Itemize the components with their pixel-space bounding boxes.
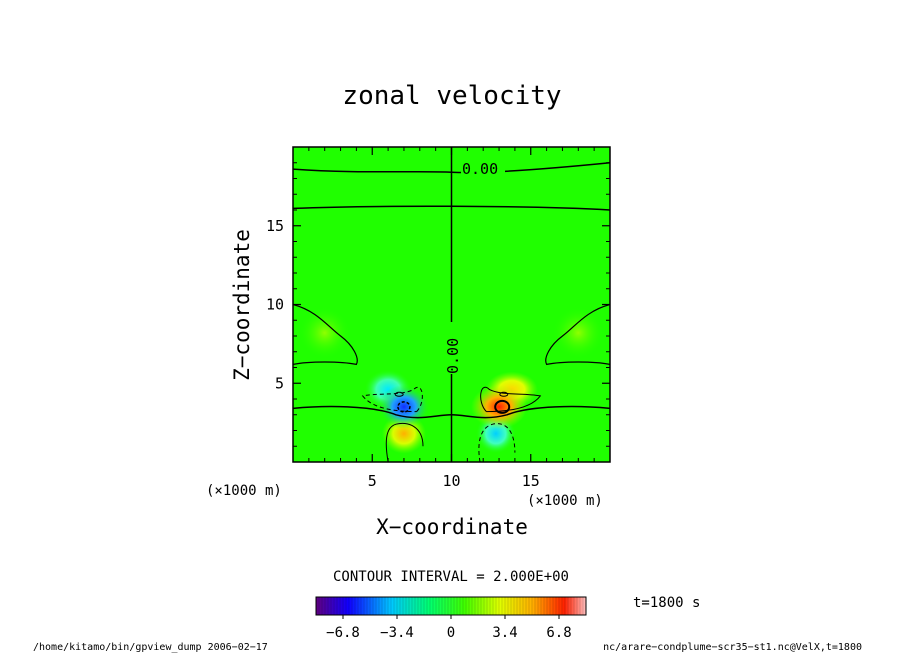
contour-left-lobe <box>293 303 358 366</box>
contour-positive <box>480 386 542 413</box>
colorbar-tick-label: 0 <box>447 625 455 641</box>
contour-negative-core <box>397 401 411 413</box>
colorbar: −6.8 −3.4 0 3.4 6.8 <box>315 596 587 641</box>
colorbar-tick-label: −6.8 <box>326 625 360 641</box>
x-axis-label: X−coordinate <box>376 515 528 539</box>
x-axis: 5 10 15 <box>308 147 595 490</box>
contour-right-lobe <box>545 303 610 366</box>
contour-positive-small <box>499 391 509 397</box>
y-unit-label: (×1000 m) <box>206 483 282 499</box>
contour-label-bg-top <box>461 159 505 177</box>
value-blob <box>471 384 528 429</box>
contour-negative-small <box>394 391 404 397</box>
y-tick-label: 10 <box>266 296 284 314</box>
x-tick-label: 15 <box>522 472 540 490</box>
colorbar-tick-label: 3.4 <box>492 625 517 641</box>
value-blob <box>298 306 351 359</box>
contour-negative <box>361 386 423 413</box>
contour-label-top: 0.00 <box>462 160 498 178</box>
time-label: t=1800 s <box>633 595 700 611</box>
colorbar-tick-label: −3.4 <box>380 625 414 641</box>
footer-right: nc/arare−condplume−scr35−st1.nc@VelX,t=1… <box>603 642 862 653</box>
chart-title: zonal velocity <box>342 81 561 111</box>
value-blob <box>552 306 605 359</box>
contour-low-positive <box>385 422 424 462</box>
y-tick-label: 15 <box>266 217 284 235</box>
contour-lines <box>293 147 610 462</box>
contour-low-negative <box>478 423 516 462</box>
x-tick-label: 5 <box>368 472 377 490</box>
y-axis: 5 10 15 <box>266 162 610 447</box>
colorbar-gradient <box>316 597 586 615</box>
contour-label-mid: 0.00 <box>444 338 462 374</box>
y-axis-label: Z−coordinate <box>230 229 254 381</box>
footer-left: /home/kitamo/bin/gpview_dump 2006−02−17 <box>33 642 268 653</box>
contour-low <box>293 405 610 419</box>
colorbar-stripes <box>318 597 584 615</box>
colorbar-ticks: −6.8 −3.4 0 3.4 6.8 <box>326 615 572 641</box>
contour-interval-text: CONTOUR INTERVAL = 2.000E+00 <box>333 569 569 585</box>
colorbar-tick-label: 6.8 <box>546 625 571 641</box>
x-unit-label: (×1000 m) <box>527 493 603 509</box>
heatmap-field <box>293 147 610 462</box>
contour-positive-core <box>494 399 511 414</box>
contour-label-bg-mid <box>444 322 462 374</box>
x-tick-label: 10 <box>442 472 460 490</box>
y-tick-label: 5 <box>275 374 284 392</box>
anomaly-blobs <box>298 306 605 454</box>
